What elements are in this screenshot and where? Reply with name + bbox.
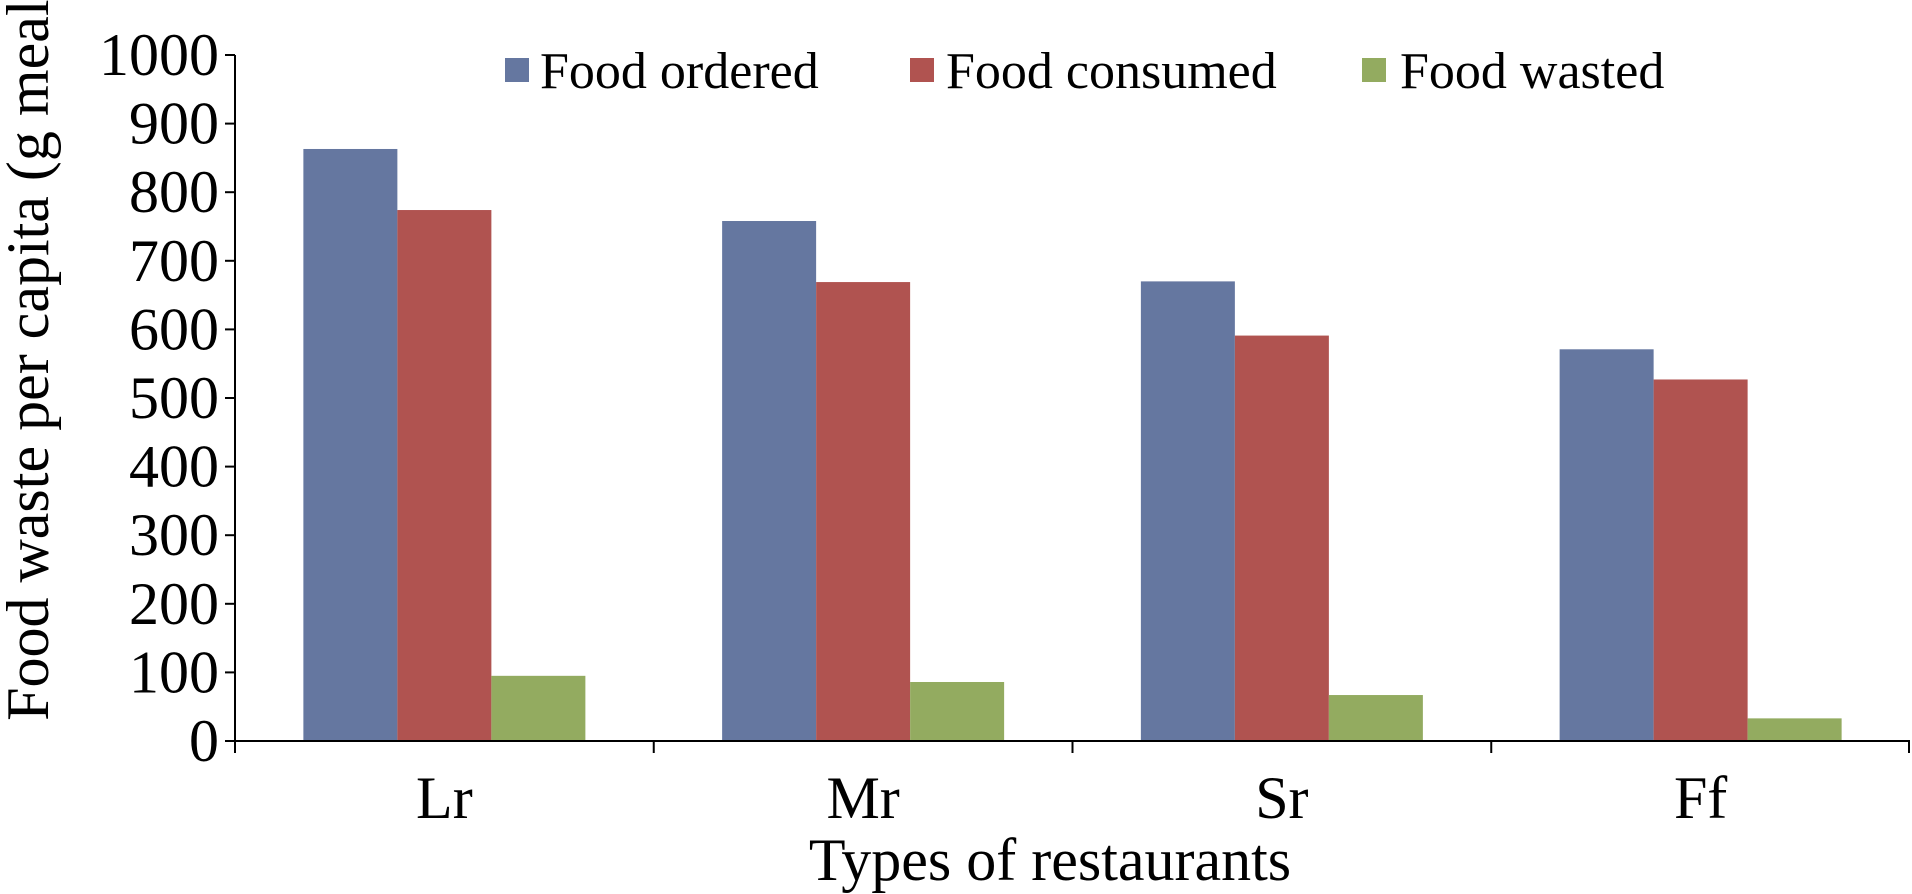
x-tick-label: Mr (826, 765, 899, 831)
legend-label: Food wasted (1400, 43, 1664, 100)
legend-swatch (1362, 58, 1386, 82)
y-tick-label: 800 (129, 159, 219, 225)
bar-food-consumed-sr (1234, 335, 1329, 741)
y-tick-label: 100 (129, 639, 219, 705)
x-tick-label: Ff (1674, 765, 1727, 831)
legend: Food ordered Food consumed Food wasted (505, 43, 1664, 100)
bar-food-ordered-ff (1559, 349, 1654, 741)
y-tick-label: 500 (129, 365, 219, 431)
legend-swatch (505, 58, 529, 82)
bars-group (303, 148, 1842, 742)
y-axis-title: Food waste per capita (g meal−1) (0, 0, 61, 721)
bar-food-ordered-mr (722, 221, 817, 742)
y-tick-label: 1000 (99, 22, 219, 88)
legend-label: Food ordered (540, 43, 819, 100)
bar-food-consumed-lr (397, 210, 492, 741)
y-tick-label: 900 (129, 91, 219, 157)
y-axis-title-main: Food waste per capita (g meal (0, 0, 61, 721)
legend-swatch (910, 58, 934, 82)
legend-label: Food consumed (946, 43, 1277, 100)
y-tick-label: 200 (129, 571, 219, 637)
y-tick-label: 0 (189, 708, 219, 774)
bar-food-wasted-ff (1747, 718, 1842, 741)
bar-food-wasted-sr (1328, 695, 1423, 741)
bar-food-consumed-mr (816, 282, 911, 741)
x-tick-label: Sr (1255, 765, 1308, 831)
axes-group (234, 55, 1910, 753)
x-tick-label: Lr (416, 765, 473, 831)
y-tick-label: 700 (129, 228, 219, 294)
bar-food-ordered-lr (303, 148, 398, 741)
bar-food-wasted-lr (491, 675, 586, 741)
bar-food-ordered-sr (1140, 281, 1235, 741)
x-axis-title: Types of restaurants (809, 827, 1291, 893)
bar-food-consumed-ff (1653, 379, 1748, 741)
bar-food-wasted-mr (910, 682, 1005, 741)
y-tick-label: 400 (129, 434, 219, 500)
y-tick-label: 600 (129, 296, 219, 362)
y-tick-label: 300 (129, 502, 219, 568)
x-axis-labels: Lr Mr Sr Ff (416, 765, 1727, 831)
